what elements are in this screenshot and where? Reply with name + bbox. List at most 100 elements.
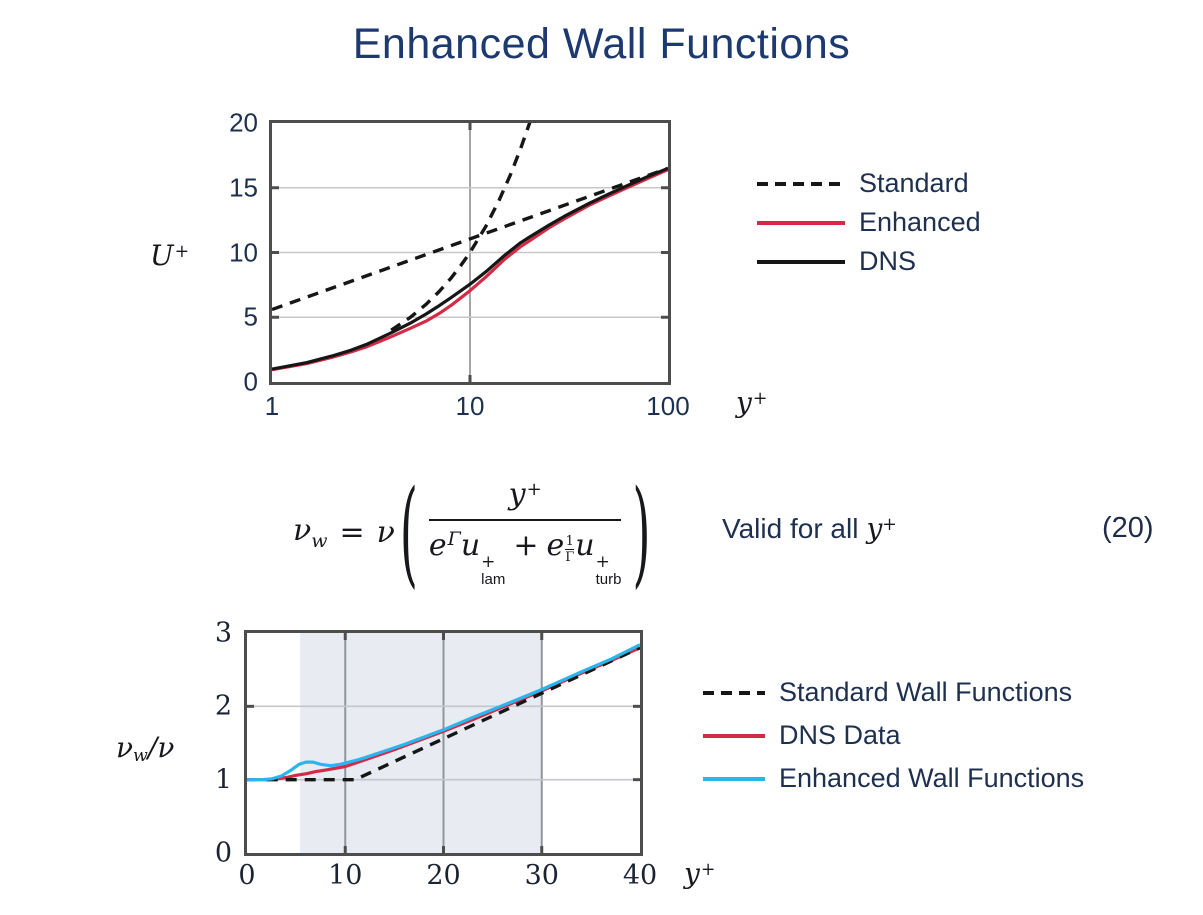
tick-label: 30 xyxy=(524,860,559,891)
tick-label: 40 xyxy=(622,860,658,891)
slide-title: Enhanced Wall Functions xyxy=(352,20,851,68)
plus-operator: + xyxy=(513,527,539,563)
tick-label: 20 xyxy=(426,860,461,891)
y-symbol: y xyxy=(866,512,883,545)
nu-ratio-chart-legend: Standard Wall Functions DNS Data Enhanced … xyxy=(703,671,1084,800)
axis-label-base: y xyxy=(684,857,700,890)
u-plus-axis-label: U+ xyxy=(150,239,189,272)
legend-item: DNS Data xyxy=(703,714,1084,757)
equation-lhs: νw xyxy=(293,513,328,552)
plus-superscript: + xyxy=(526,478,542,500)
equals-sign: = xyxy=(339,514,365,550)
tick-label: 15 xyxy=(229,172,258,203)
tiny-fraction-bar xyxy=(565,548,575,551)
legend-label: Standard Wall Functions xyxy=(779,677,1073,707)
nu-symbol: ν xyxy=(293,512,312,548)
axis-label-sup: + xyxy=(752,389,768,410)
u-plus-chart-x-ticks: 1 10 100 xyxy=(265,391,690,425)
one: 1 xyxy=(565,533,574,549)
dashed-line-swatch xyxy=(703,690,765,695)
tick-label: 0 xyxy=(214,837,232,869)
w-subscript: w xyxy=(133,745,148,766)
legend-item: Standard xyxy=(757,164,981,203)
legend-item: Enhanced xyxy=(757,203,981,242)
dashed-line-swatch xyxy=(757,181,845,186)
nu-ratio-axis-label: νw/ν xyxy=(116,731,174,766)
valid-text: Valid for all xyxy=(722,513,859,544)
tick-label: 10 xyxy=(455,391,485,421)
tick-label: 1 xyxy=(264,391,280,421)
axis-label-sup: + xyxy=(700,860,716,881)
e-symbol: e xyxy=(428,527,447,563)
legend-label: DNS xyxy=(859,246,917,276)
series-enhanced xyxy=(272,168,668,372)
left-paren: ( xyxy=(399,464,418,600)
plus-superscript: + xyxy=(882,515,897,536)
u-plus-chart-legend: Standard Enhanced DNS xyxy=(757,164,981,281)
gamma: Γ xyxy=(565,550,575,566)
axis-label-sup: + xyxy=(174,242,190,263)
tick-label: 0 xyxy=(238,860,256,891)
legend-label: Standard xyxy=(859,168,969,198)
series-standard-wall-functions xyxy=(266,646,640,782)
series-standard-linear-law xyxy=(390,123,532,332)
u-plus-chart xyxy=(269,120,671,385)
plus-superscript: + xyxy=(595,551,610,572)
validity-note: Valid for all y+ xyxy=(722,512,897,545)
u-turb-scripts: + turb xyxy=(595,551,622,588)
legend-label: Enhanced Wall Functions xyxy=(779,763,1085,793)
tick-label: 1 xyxy=(214,764,232,796)
series-standard-log-law xyxy=(272,166,668,312)
legend-item: Standard Wall Functions xyxy=(703,671,1084,714)
w-subscript: w xyxy=(311,529,328,552)
tick-label: 2 xyxy=(214,690,232,722)
axis-label-base: U xyxy=(150,239,174,272)
tick-label: 3 xyxy=(214,617,232,649)
e-symbol: e xyxy=(546,527,565,563)
tick-label: 100 xyxy=(646,391,690,421)
nu-symbol: ν xyxy=(376,514,395,550)
equation-number: (20) xyxy=(1102,512,1154,544)
turb-subscript: turb xyxy=(595,570,622,588)
slash: / xyxy=(147,731,158,764)
nu-ratio-chart-y-ticks: 0 1 2 3 xyxy=(172,618,232,869)
u-symbol: u xyxy=(575,527,595,563)
tick-label: 10 xyxy=(229,237,258,267)
tick-label: 20 xyxy=(229,107,258,138)
solid-line-swatch xyxy=(703,776,765,781)
series-dns xyxy=(272,166,668,371)
solid-line-swatch xyxy=(703,733,765,738)
nu-ratio-chart-x-ticks: 0 10 20 30 40 xyxy=(238,860,657,896)
legend-item: Enhanced Wall Functions xyxy=(703,757,1084,800)
u-plus-chart-y-ticks: 0 5 10 15 20 xyxy=(168,108,258,397)
tick-label: 5 xyxy=(243,301,258,332)
gamma-exponent: Γ xyxy=(447,527,461,550)
shaded-buffer-region xyxy=(300,633,542,853)
u-plus-chart-canvas xyxy=(272,123,668,382)
solid-line-swatch xyxy=(757,259,845,264)
fraction-numerator: y+ xyxy=(509,477,542,512)
u-symbol: u xyxy=(460,527,481,563)
nu-symbol: ν xyxy=(116,731,134,764)
y-plus-axis-label-bottom: y+ xyxy=(684,857,715,890)
y-symbol: y xyxy=(508,476,526,512)
legend-item: DNS xyxy=(757,242,981,281)
u-lam-scripts: + lam xyxy=(481,551,506,588)
right-paren: ) xyxy=(632,464,651,600)
axis-label-base: y xyxy=(736,386,752,419)
y-plus-axis-label-top: y+ xyxy=(736,386,767,419)
series-enhanced-wall-functions xyxy=(247,643,640,782)
legend-label: DNS Data xyxy=(779,720,901,750)
tick-label: 10 xyxy=(328,860,363,891)
legend-label: Enhanced xyxy=(859,207,981,237)
tick-label: 0 xyxy=(243,366,258,397)
nu-symbol: ν xyxy=(157,731,175,764)
plus-superscript: + xyxy=(481,551,496,572)
lam-subscript: lam xyxy=(481,570,506,588)
nu-ratio-chart-canvas xyxy=(247,633,640,853)
nu-ratio-chart xyxy=(244,630,643,856)
